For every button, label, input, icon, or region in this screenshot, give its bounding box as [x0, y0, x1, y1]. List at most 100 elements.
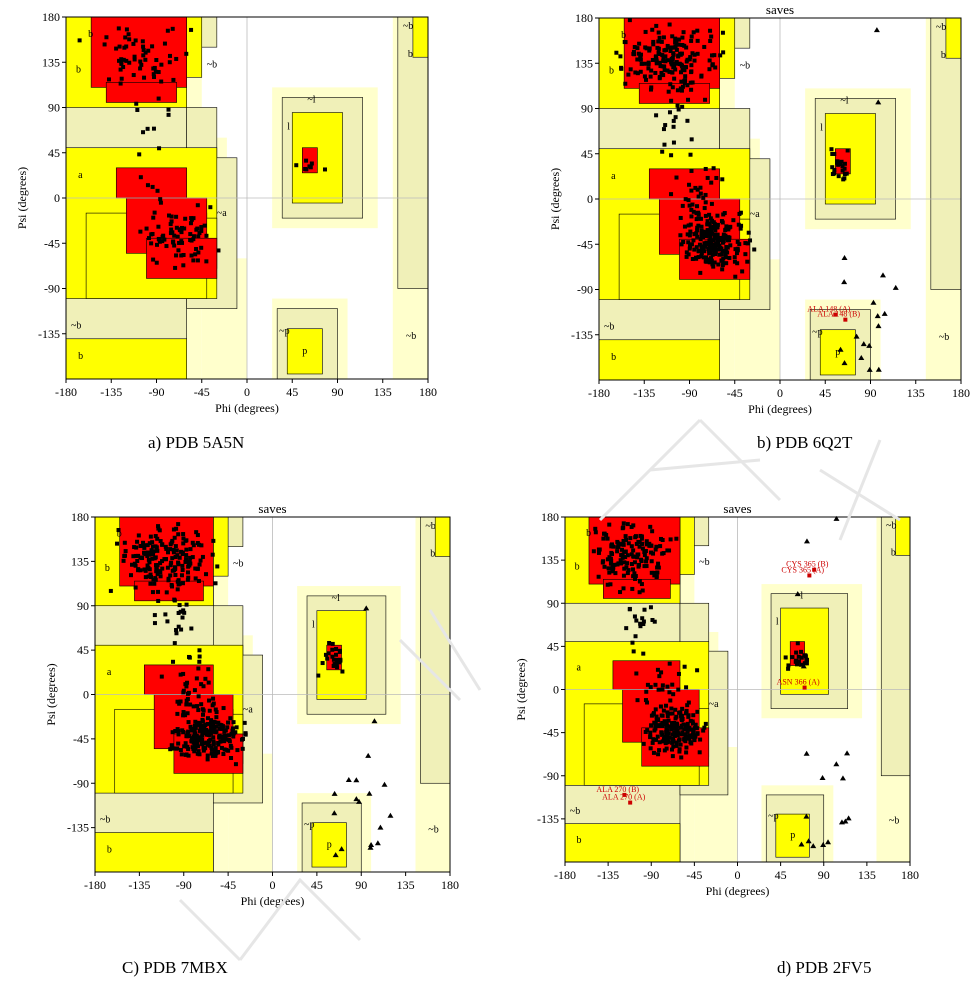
residue-point — [655, 723, 660, 728]
residue-point — [122, 554, 127, 559]
residue-point — [657, 60, 662, 65]
residue-point — [114, 46, 119, 51]
residue-point — [213, 730, 218, 735]
residue-point — [708, 235, 713, 240]
residue-point — [150, 544, 155, 549]
residue-point — [701, 728, 706, 733]
residue-point — [615, 562, 620, 567]
x-tick-label: 90 — [865, 386, 877, 400]
residue-point — [138, 555, 143, 560]
residue-point — [664, 721, 669, 726]
residue-point — [130, 562, 135, 567]
residue-point — [685, 232, 690, 237]
residue-point — [215, 564, 220, 569]
residue-point — [138, 229, 143, 234]
residue-point — [666, 739, 671, 744]
region-label: p — [790, 830, 795, 841]
residue-point — [627, 606, 632, 611]
residue-point — [133, 38, 138, 43]
residue-point — [607, 555, 612, 560]
y-tick-label: -90 — [73, 776, 89, 790]
residue-point — [705, 222, 710, 227]
residue-point — [643, 698, 648, 703]
residue-point — [638, 56, 643, 61]
residue-point — [702, 725, 707, 730]
residue-point — [591, 549, 596, 554]
outlier-label: ALA 148 (A) — [807, 305, 850, 314]
residue-point — [625, 561, 630, 566]
residue-point — [698, 237, 703, 242]
residue-point — [680, 717, 685, 722]
residue-point — [667, 22, 672, 27]
residue-point — [160, 239, 165, 244]
residue-point — [644, 77, 649, 82]
region-label: p — [835, 347, 840, 358]
residue-point — [133, 585, 138, 590]
residue-point — [667, 735, 672, 740]
residue-point — [221, 706, 226, 711]
residue-point — [795, 641, 800, 646]
residue-point — [721, 261, 726, 266]
glycine-point — [368, 842, 375, 848]
residue-point — [661, 551, 666, 556]
region-label: b — [408, 49, 413, 60]
residue-point — [712, 242, 717, 247]
region-label: ~l — [332, 593, 340, 604]
residue-point — [330, 641, 335, 646]
residue-point — [669, 706, 674, 711]
residue-point — [654, 575, 659, 580]
residue-point — [131, 73, 136, 78]
region-label: ~b — [71, 321, 81, 332]
residue-point — [167, 60, 172, 65]
residue-point — [842, 172, 847, 177]
residue-point — [190, 540, 195, 545]
residue-point — [243, 731, 248, 736]
residue-point — [695, 204, 700, 209]
residue-point — [195, 541, 200, 546]
residue-point — [132, 57, 137, 62]
residue-point — [689, 34, 694, 39]
residue-point — [661, 708, 666, 713]
residue-point — [672, 720, 677, 725]
residue-point — [709, 180, 714, 185]
residue-point — [708, 241, 713, 246]
residue-point — [637, 544, 642, 549]
region-allowed — [895, 516, 911, 556]
residue-point — [689, 242, 694, 247]
residue-point — [199, 225, 204, 230]
residue-point — [745, 241, 750, 246]
x-tick-label: 180 — [901, 868, 919, 882]
residue-point — [183, 741, 188, 746]
residue-point — [664, 746, 669, 751]
residue-point — [214, 715, 219, 720]
ramachandran-panel-b: b b a ~a ~b ~b b l ~l p ~p ~b b ~b ALA 148 (A) ALA 148 … — [520, 0, 972, 420]
residue-point — [703, 244, 708, 249]
residue-point — [145, 563, 150, 568]
residue-point — [691, 713, 696, 718]
residue-point — [608, 582, 613, 587]
residue-point — [202, 223, 207, 228]
residue-point — [790, 655, 795, 660]
residue-point — [685, 83, 690, 88]
residue-point — [181, 688, 186, 693]
residue-point — [213, 581, 218, 586]
residue-point — [142, 550, 147, 555]
residue-point — [196, 579, 201, 584]
residue-point — [679, 79, 684, 84]
region-label: ~b — [233, 558, 243, 569]
residue-point — [199, 682, 204, 687]
residue-point — [173, 265, 178, 270]
residue-point — [334, 652, 339, 657]
residue-point — [146, 48, 151, 53]
residue-point — [158, 574, 163, 579]
region-label: ~a — [709, 699, 719, 710]
residue-point — [682, 732, 687, 737]
residue-point — [678, 233, 683, 238]
residue-point — [622, 560, 627, 565]
residue-point — [191, 237, 196, 242]
residue-point — [637, 579, 642, 584]
residue-point — [667, 711, 672, 716]
residue-point — [656, 30, 661, 35]
region-label: b — [105, 563, 110, 574]
residue-point — [211, 538, 216, 543]
